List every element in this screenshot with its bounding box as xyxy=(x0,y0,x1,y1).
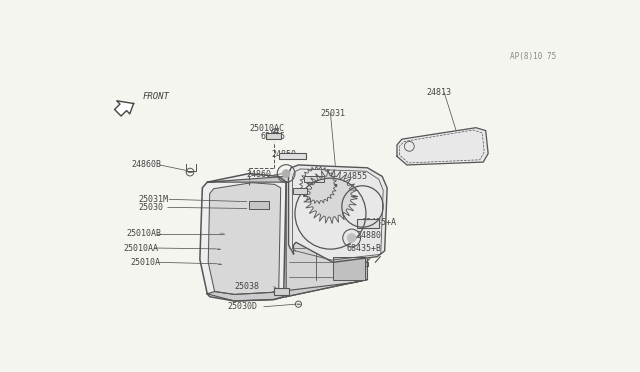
Text: 24860: 24860 xyxy=(246,170,272,179)
Bar xyxy=(362,262,367,266)
Text: 24880: 24880 xyxy=(356,231,381,240)
Bar xyxy=(362,242,367,246)
Text: 24860B: 24860B xyxy=(132,160,162,169)
Bar xyxy=(279,154,306,159)
Text: 24813: 24813 xyxy=(427,88,452,97)
Text: 25010AB: 25010AB xyxy=(126,229,161,238)
Text: 25038: 25038 xyxy=(234,282,259,291)
Text: 25030: 25030 xyxy=(138,203,163,212)
Polygon shape xyxy=(303,170,358,224)
Text: AP(8)10 75: AP(8)10 75 xyxy=(510,52,557,61)
Text: 68435: 68435 xyxy=(260,132,285,141)
Bar xyxy=(333,257,365,279)
Bar xyxy=(249,201,269,209)
Polygon shape xyxy=(207,176,367,182)
Bar xyxy=(356,219,379,228)
Circle shape xyxy=(348,234,356,243)
Text: 24855: 24855 xyxy=(343,172,368,181)
Bar xyxy=(266,134,281,139)
Text: 25031M: 25031M xyxy=(138,195,168,204)
Bar xyxy=(274,288,289,295)
Text: 25031: 25031 xyxy=(321,109,346,118)
Polygon shape xyxy=(207,279,367,301)
Text: 68435+A: 68435+A xyxy=(362,218,397,227)
Polygon shape xyxy=(300,166,337,204)
Text: 25010AA: 25010AA xyxy=(124,244,159,253)
Bar xyxy=(292,188,307,193)
Polygon shape xyxy=(289,165,387,262)
Bar xyxy=(305,176,324,182)
Text: 25010AC: 25010AC xyxy=(249,124,284,133)
Polygon shape xyxy=(115,101,134,116)
Text: 25010A: 25010A xyxy=(131,258,161,267)
Polygon shape xyxy=(208,183,281,294)
Polygon shape xyxy=(200,173,286,301)
Text: FRONT: FRONT xyxy=(143,93,170,102)
Text: 25030D: 25030D xyxy=(227,302,257,311)
Circle shape xyxy=(282,170,290,177)
Polygon shape xyxy=(286,176,367,297)
Text: 68435+B: 68435+B xyxy=(347,244,381,253)
Polygon shape xyxy=(397,128,488,165)
Text: 24850: 24850 xyxy=(271,150,296,158)
